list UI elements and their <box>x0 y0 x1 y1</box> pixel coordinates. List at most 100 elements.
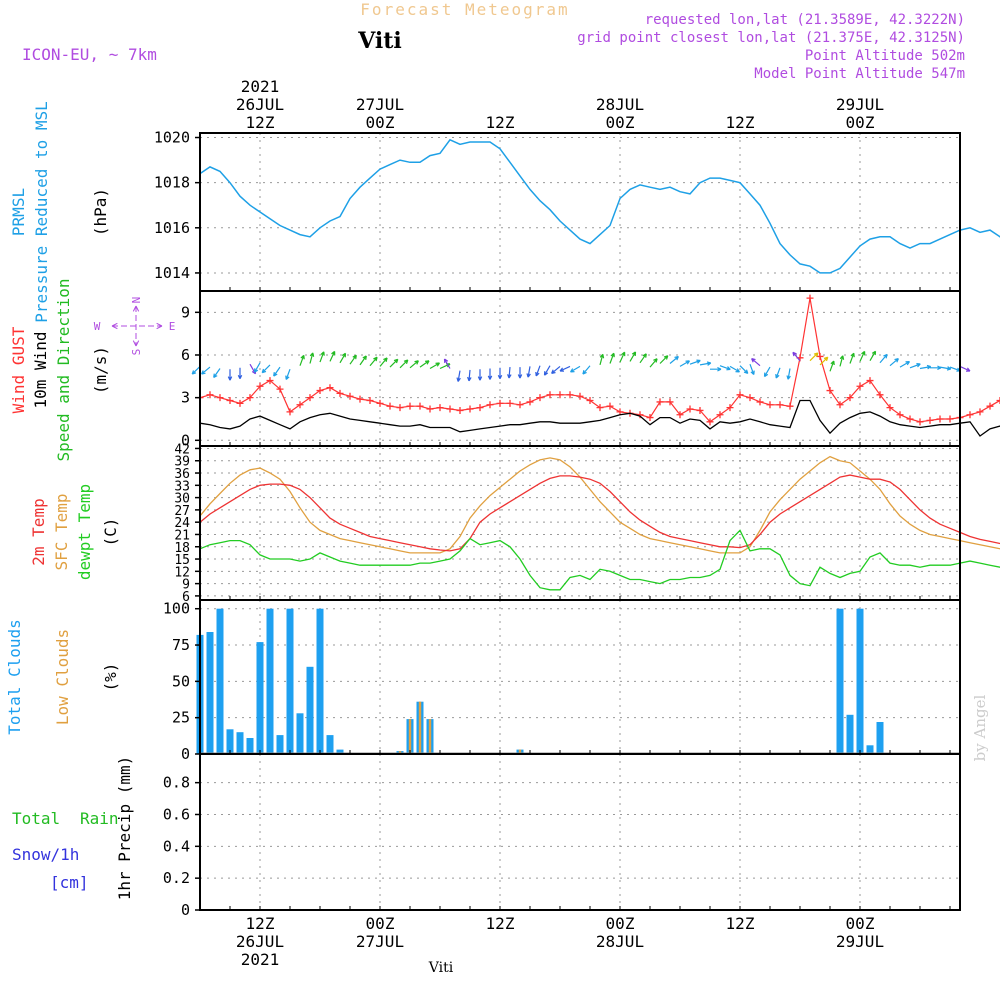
gust-point <box>326 384 334 392</box>
panel-frame <box>199 753 961 911</box>
total-label: Total <box>12 809 60 828</box>
y-tick-label: 75 <box>172 636 190 654</box>
gust-point <box>946 415 954 423</box>
wind-direction-arrow <box>379 357 388 367</box>
wind-direction-arrow <box>349 354 357 365</box>
wind-direction-arrow <box>689 359 701 365</box>
gust-point <box>256 382 264 390</box>
y-tick-label: 1018 <box>154 174 190 192</box>
gust-point <box>546 391 554 399</box>
footer-location: Viti <box>428 960 454 976</box>
total-cloud-bar <box>216 608 224 754</box>
requested-coords: requested lon,lat (21.3589E, 42.3222N) <box>645 12 965 28</box>
wind-direction-arrow <box>497 367 503 380</box>
gust-point <box>846 394 854 402</box>
wind-direction-arrow <box>719 365 731 371</box>
wind-direction-arrow <box>487 368 493 380</box>
point-altitude: Point Altitude 502m <box>805 48 965 64</box>
grid-coords: grid point closest lon,lat (21.375E, 42.… <box>577 30 965 46</box>
gust-point <box>536 394 544 402</box>
y-tick-label: 6 <box>182 590 190 605</box>
speed-direction-label: Speed and Direction <box>54 278 73 461</box>
y-tick-label: 24 <box>174 516 190 531</box>
bottom-time-label: 12Z <box>486 914 515 933</box>
wind-direction-arrow <box>959 365 971 372</box>
panel-frame <box>199 445 961 601</box>
gust-point <box>786 402 794 410</box>
compass-s: S <box>130 349 143 356</box>
wind-direction-arrow <box>949 366 961 372</box>
gust-point <box>696 406 704 414</box>
y-tick-label: 0 <box>181 431 190 449</box>
gust-point <box>346 392 354 400</box>
gust-point <box>376 399 384 407</box>
wind-direction-arrow <box>729 365 740 373</box>
gust-point <box>896 411 904 419</box>
gust-point <box>296 401 304 409</box>
wind-direction-arrow <box>369 356 378 367</box>
gust-point <box>506 399 514 407</box>
gust-point <box>286 408 294 416</box>
gust-point <box>826 387 834 395</box>
gust-point <box>516 401 524 409</box>
gust-point <box>386 402 394 410</box>
gust-point <box>216 394 224 402</box>
top-time-label: 27JUL <box>356 95 404 114</box>
low-cloud-bar <box>428 719 432 754</box>
dewpt-label: dewpt Temp <box>75 484 94 580</box>
gust-point <box>886 404 894 412</box>
wind-direction-arrow <box>477 369 483 381</box>
y-tick-label: 25 <box>172 709 190 727</box>
wind-direction-arrow <box>669 355 679 364</box>
gust-point <box>366 396 374 404</box>
top-time-label: 12Z <box>726 113 755 132</box>
wind-direction-arrow <box>409 360 419 369</box>
gust-point <box>266 377 274 385</box>
low-cloud-bar <box>408 719 412 754</box>
wind-direction-arrow <box>559 365 571 372</box>
low-cloud-bar <box>518 749 522 754</box>
cloud-unit-label: (%) <box>101 663 120 692</box>
wind-direction-arrow <box>273 366 281 377</box>
wind-direction-arrow <box>201 366 211 375</box>
gust-point <box>526 398 534 406</box>
gust-point <box>306 394 314 402</box>
wind-direction-arrow <box>609 352 615 364</box>
pressure-reduced-label: Pressure Reduced to MSL <box>32 101 51 323</box>
bottom-time-label: 2021 <box>241 950 280 969</box>
bottom-time-label: 28JUL <box>596 932 644 951</box>
gust-point <box>716 411 724 419</box>
wind-direction-arrow <box>930 365 942 371</box>
gust-point <box>856 382 864 390</box>
pressure-line <box>199 138 1000 274</box>
wind-direction-arrow <box>285 368 291 380</box>
bottom-time-label: 00Z <box>846 914 875 933</box>
gust-point <box>776 401 784 409</box>
bottom-time-label: 26JUL <box>236 932 284 951</box>
bottom-time-label: 12Z <box>246 914 275 933</box>
wind-direction-arrow <box>859 350 866 362</box>
total-cloud-bar <box>316 608 324 754</box>
y-tick-label: 12 <box>174 565 190 580</box>
gust-point <box>246 394 254 402</box>
gust-point <box>236 399 244 407</box>
gust-point <box>566 391 574 399</box>
dewpt-line <box>199 529 1000 591</box>
gust-point <box>906 415 914 423</box>
wind-direction-arrow <box>792 351 801 362</box>
cm-label: [cm] <box>50 873 89 892</box>
gust-point <box>726 404 734 412</box>
wind-direction-arrow <box>939 366 952 371</box>
wind-unit-label: (m/s) <box>91 346 110 394</box>
gust-point <box>996 396 1000 404</box>
credit-text: by Angel <box>971 694 989 761</box>
compass-e: E <box>169 320 176 333</box>
wind-direction-arrow <box>507 367 512 379</box>
gust-point <box>806 294 814 302</box>
wind-direction-arrow <box>399 359 409 369</box>
total-cloud-bar <box>846 714 854 754</box>
top-time-label: 12Z <box>246 113 275 132</box>
gust-point <box>446 405 454 413</box>
wind-direction-arrow <box>429 362 440 370</box>
y-tick-label: 21 <box>174 528 190 543</box>
